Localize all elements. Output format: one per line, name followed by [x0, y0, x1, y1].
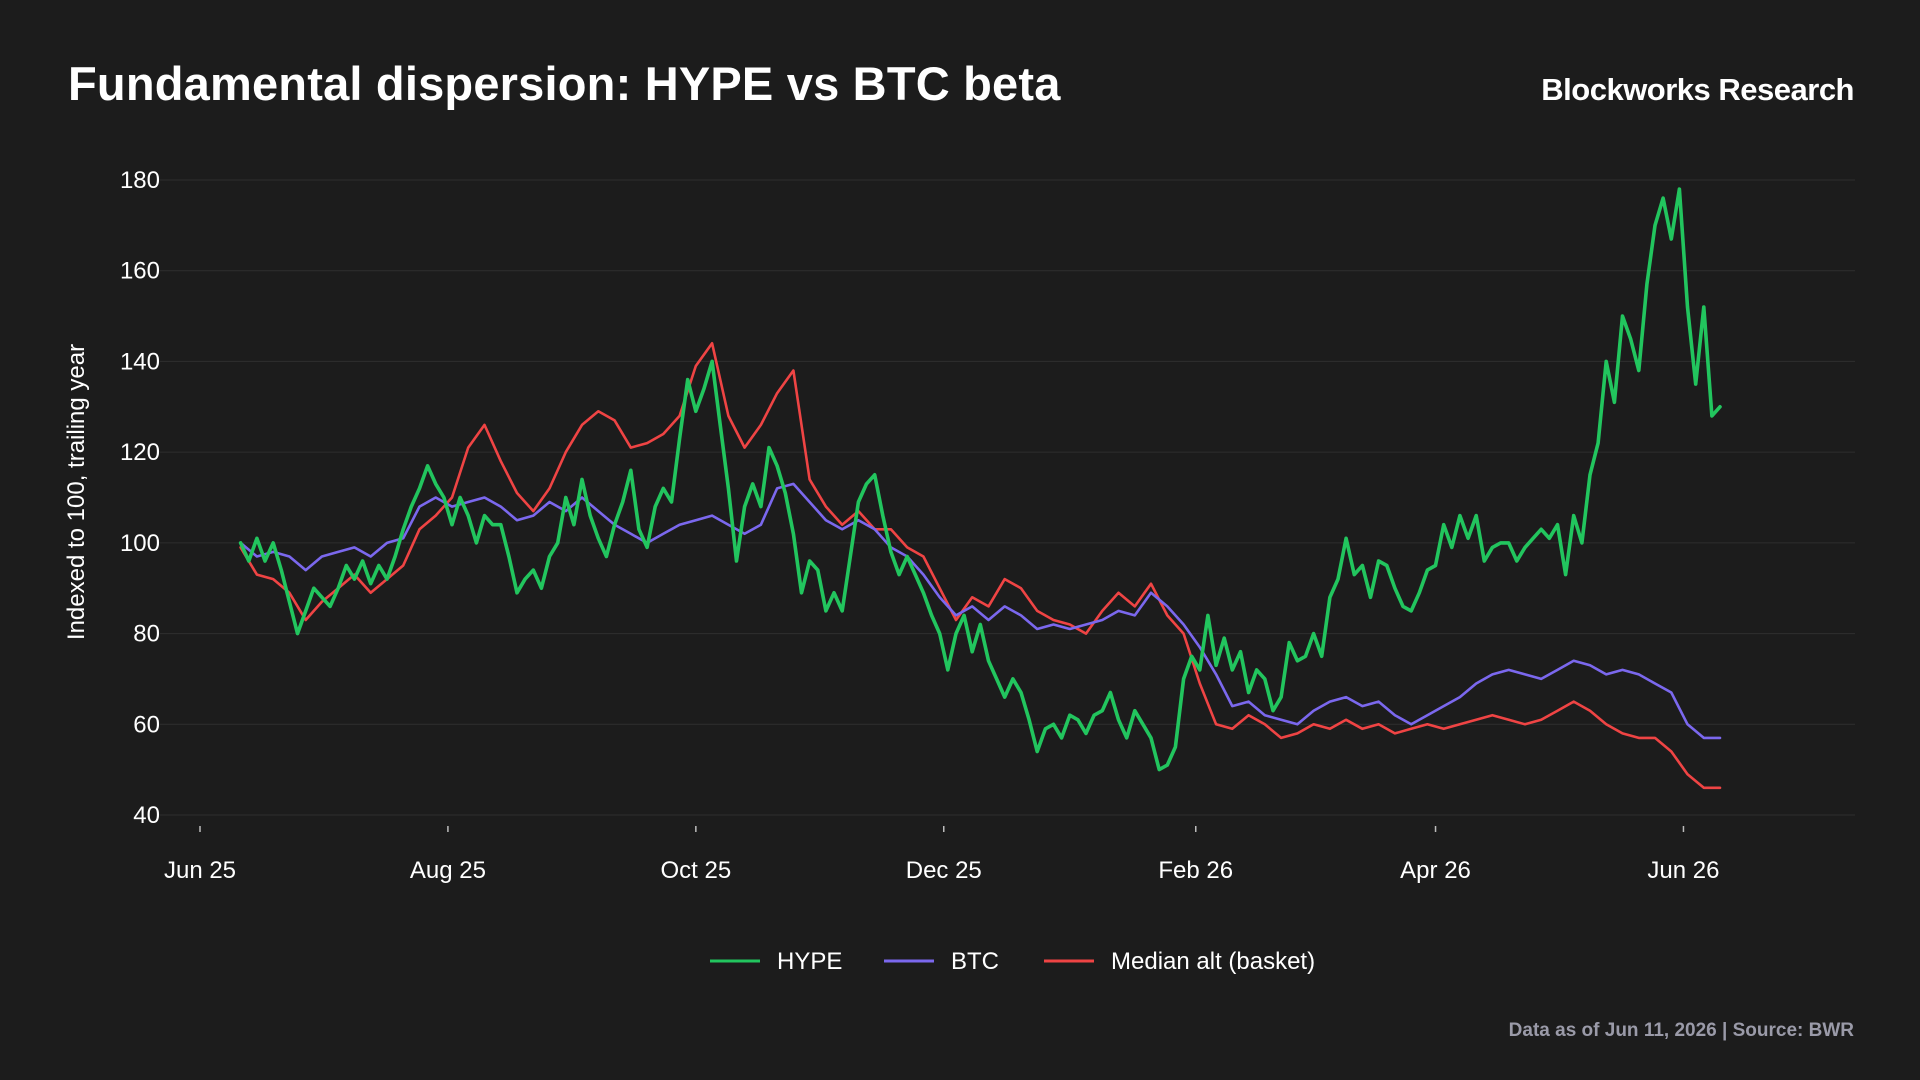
grid-lines [160, 179, 1855, 816]
x-tick-label: Apr 26 [1400, 857, 1471, 884]
legend-label: HYPE [777, 948, 842, 975]
legend-item: HYPE [710, 948, 842, 975]
x-tick-label: Dec 25 [906, 857, 982, 884]
x-tick-label: Oct 25 [660, 857, 731, 884]
page-title: Fundamental dispersion: HYPE vs BTC beta [68, 57, 1061, 110]
y-tick-label: 160 [120, 258, 160, 285]
x-tick-label: Feb 26 [1158, 857, 1233, 884]
legend: HYPE BTC Median alt (basket) [710, 948, 1315, 975]
legend-item: BTC [884, 948, 999, 975]
series-line-btc [239, 482, 1722, 740]
source-note: Data as of Jun 11, 2026 | Source: BWR [1508, 1020, 1854, 1041]
y-tick-label: 60 [133, 711, 160, 738]
y-axis-label: Indexed to 100, trailing year [63, 344, 90, 640]
series-line-median-alt-basket [239, 342, 1722, 790]
y-tick-label: 100 [120, 530, 160, 557]
x-tick-label: Aug 25 [410, 857, 486, 884]
y-tick-label: 140 [120, 348, 160, 375]
y-tick-label: 40 [133, 802, 160, 829]
y-tick-label: 120 [120, 439, 160, 466]
legend-item: Median alt (basket) [1044, 948, 1315, 975]
brand-logo-text: Blockworks Research [1541, 72, 1854, 107]
series-line-hype [238, 187, 1722, 772]
y-tick-label: 80 [133, 621, 160, 648]
y-tick-label: 180 [120, 167, 160, 194]
series-lines [238, 187, 1722, 790]
legend-label: BTC [951, 948, 999, 975]
x-tick-label: Jun 25 [164, 857, 236, 884]
legend-label: Median alt (basket) [1111, 948, 1315, 975]
x-axis-ticks: Jun 25 Aug 25 Oct 25 Dec 25 Feb 26 Apr 26 Jun … [164, 826, 1719, 884]
x-tick-label: Jun 26 [1647, 857, 1719, 884]
y-axis-ticks: 40 60 80 100 120 140 160 180 [120, 167, 160, 829]
